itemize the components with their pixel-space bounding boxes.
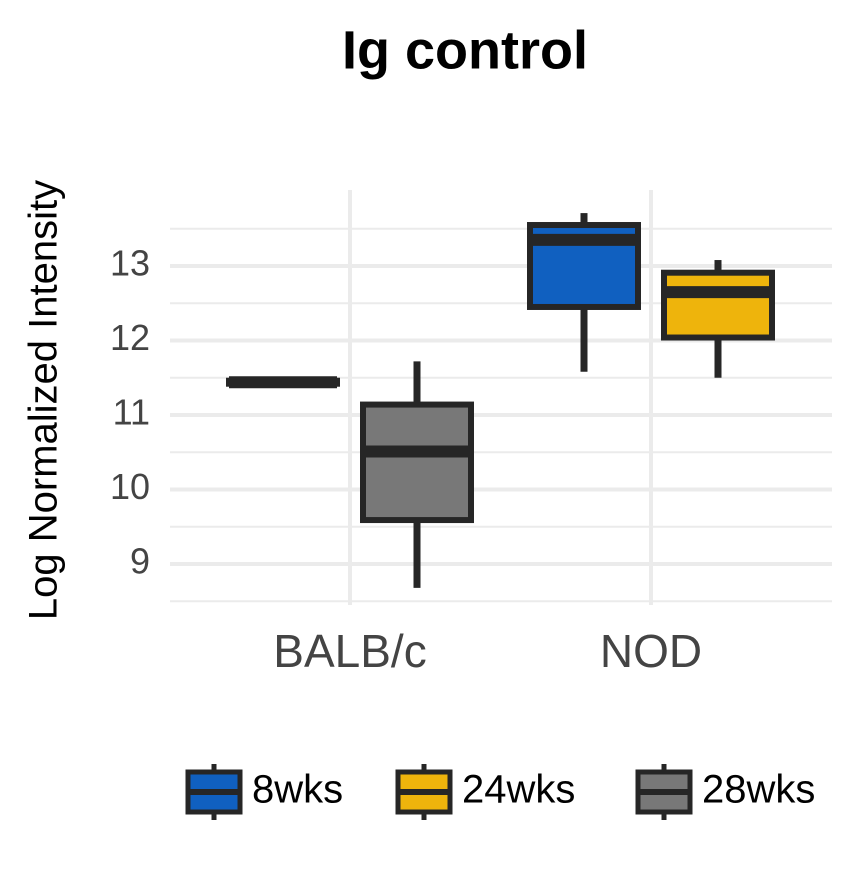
legend-label: 28wks [702, 768, 815, 812]
x-tick-label: NOD [600, 625, 702, 677]
chart-title: Ig control [342, 20, 588, 80]
legend-label: 8wks [252, 768, 343, 812]
x-tick-label: BALB/c [273, 625, 426, 677]
y-tick-label: 11 [113, 392, 150, 433]
box [360, 401, 474, 524]
y-tick-label: 12 [110, 317, 150, 358]
y-tick-label: 10 [110, 466, 150, 507]
box [661, 269, 775, 341]
y-axis-label: Log Normalized Intensity [22, 180, 66, 620]
y-tick-label: 13 [110, 243, 150, 284]
legend-label: 24wks [462, 768, 575, 812]
y-tick-label: 9 [130, 541, 150, 582]
